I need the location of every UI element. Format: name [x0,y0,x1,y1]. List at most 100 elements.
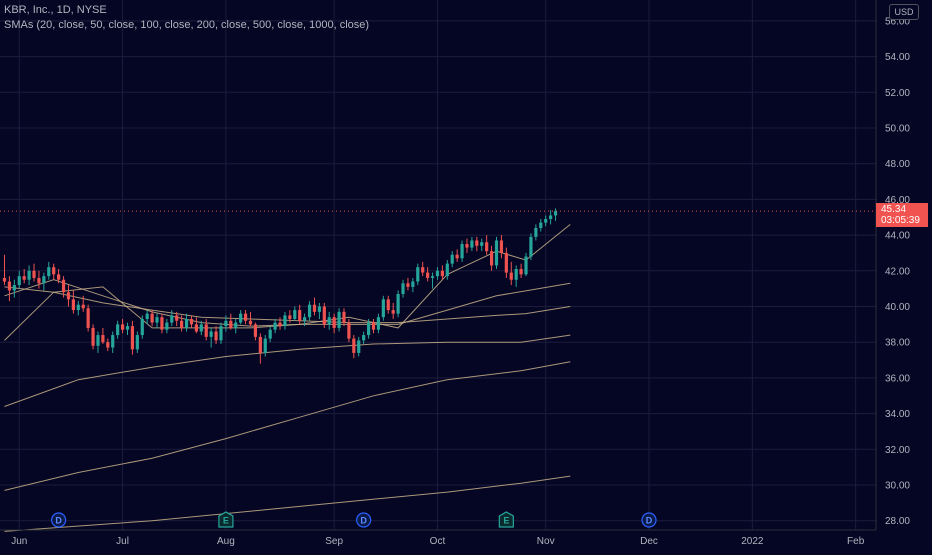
candle-body[interactable] [455,254,459,259]
candle-body[interactable] [362,335,366,341]
candle-body[interactable] [214,331,218,341]
candle-body[interactable] [150,313,154,323]
time-axis[interactable]: Jun Jul Aug Sep Oct Nov Dec 2022 Feb [0,529,876,547]
candles[interactable] [2,208,558,364]
candle-body[interactable] [298,310,302,321]
dividend-icon[interactable] [51,512,67,528]
candle-body[interactable] [312,304,317,312]
candle-body[interactable] [347,322,351,339]
candle[interactable] [273,318,277,334]
candle[interactable] [263,335,267,357]
candle-body[interactable] [47,267,51,277]
candle[interactable] [155,313,159,328]
candle[interactable] [494,236,499,270]
candle[interactable] [116,320,120,339]
candle[interactable] [416,263,420,286]
candle-body[interactable] [283,315,287,327]
candle[interactable] [37,270,41,289]
candle-body[interactable] [273,322,277,330]
dividend-marker[interactable]: D [356,512,372,528]
candle-body[interactable] [130,326,135,350]
candle[interactable] [125,322,130,336]
candle[interactable] [66,285,71,307]
candle-body[interactable] [263,338,267,353]
candle[interactable] [485,235,489,255]
candle[interactable] [61,276,66,298]
candle-body[interactable] [229,320,233,328]
candle-body[interactable] [366,322,371,336]
candle[interactable] [337,308,341,332]
candle[interactable] [519,263,523,278]
candle-body[interactable] [42,276,46,284]
candle[interactable] [209,327,213,348]
candle-body[interactable] [322,306,326,325]
candle[interactable] [534,224,538,241]
candle[interactable] [553,208,558,221]
candle[interactable] [42,272,46,291]
candle[interactable] [160,313,164,334]
candle[interactable] [514,265,518,287]
candle[interactable] [499,235,504,259]
candle-body[interactable] [504,252,508,273]
candle-body[interactable] [485,242,489,252]
candle-body[interactable] [549,215,553,220]
candle[interactable] [199,320,203,336]
dividend-icon[interactable] [641,512,657,528]
candle-body[interactable] [406,283,410,287]
candle-body[interactable] [125,326,130,330]
candle-body[interactable] [57,274,61,280]
candle[interactable] [17,270,21,289]
candle[interactable] [352,335,356,359]
candle-body[interactable] [288,315,292,319]
candle[interactable] [371,318,376,334]
candle-body[interactable] [86,308,90,328]
candle-body[interactable] [396,294,400,314]
candle-body[interactable] [2,277,7,282]
candle-body[interactable] [460,244,464,259]
candle[interactable] [376,313,381,334]
candle[interactable] [421,261,425,277]
candle-body[interactable] [337,311,341,328]
candle-body[interactable] [411,281,415,287]
candle-body[interactable] [180,320,184,328]
candle-body[interactable] [278,322,282,327]
price-axis[interactable]: 56.00 54.00 52.00 50.00 48.00 46.00 44.00 42.00… [875,0,910,530]
candle-body[interactable] [116,324,120,336]
candle[interactable] [111,331,115,353]
candle[interactable] [106,338,110,352]
candle[interactable] [27,265,31,286]
candle-body[interactable] [37,277,41,284]
candle[interactable] [460,240,464,262]
candle-body[interactable] [514,269,518,280]
candle-body[interactable] [494,240,499,266]
candle[interactable] [224,315,228,332]
candle-body[interactable] [465,244,469,248]
candle[interactable] [86,304,90,332]
candle[interactable] [357,336,361,357]
candle[interactable] [52,263,56,280]
candle-body[interactable] [66,292,71,300]
candle[interactable] [135,331,139,353]
candle-body[interactable] [421,267,425,273]
candle[interactable] [101,327,105,344]
candle[interactable] [22,269,26,284]
candle-body[interactable] [170,315,174,323]
candle[interactable] [248,311,253,327]
candle-body[interactable] [357,340,361,353]
dividend-marker[interactable]: D [641,512,657,528]
candle[interactable] [234,318,238,334]
candle[interactable] [312,297,317,316]
candle[interactable] [406,277,410,291]
candle[interactable] [180,315,184,332]
candle[interactable] [401,279,405,298]
candle-body[interactable] [253,324,258,337]
candle-body[interactable] [544,219,548,223]
candle-body[interactable] [17,276,21,286]
candle[interactable] [307,301,312,321]
candle[interactable] [430,272,435,289]
candle[interactable] [489,245,494,271]
candle[interactable] [243,310,248,325]
candle-body[interactable] [445,263,449,277]
candle-body[interactable] [52,267,56,275]
